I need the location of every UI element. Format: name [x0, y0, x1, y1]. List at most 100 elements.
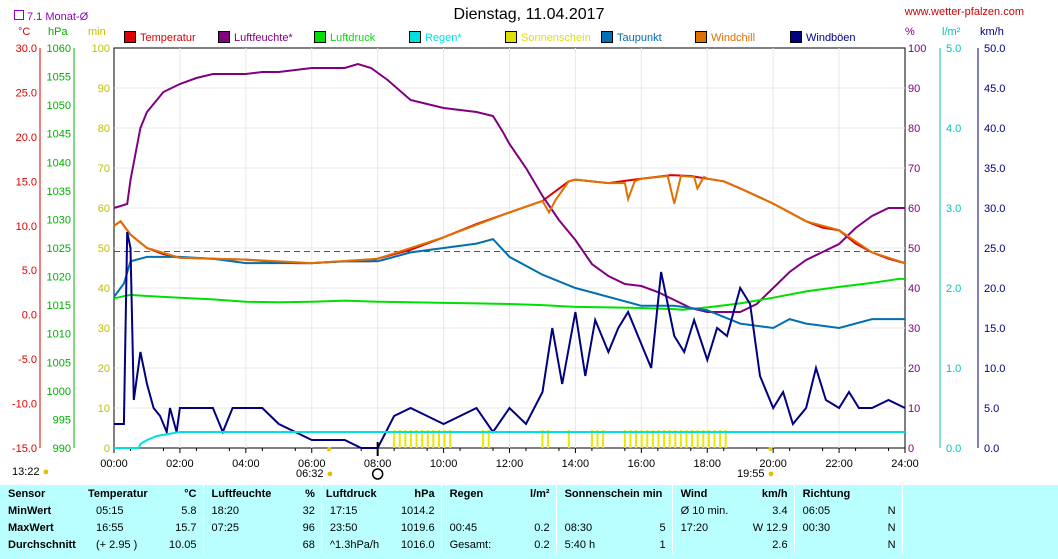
unit-percent: % — [905, 26, 915, 38]
humidity_pct-tick-label: 20 — [908, 363, 920, 375]
x-tick-label: 18:00 — [693, 458, 721, 470]
stats-cell — [503, 502, 556, 519]
pressure_hpa-tick-label: 995 — [53, 414, 71, 426]
avg-marker-icon — [14, 10, 24, 20]
stats-cell — [671, 536, 741, 553]
stats-cell: 07:25 — [202, 519, 272, 536]
stats-cell: 00:30 — [793, 519, 863, 536]
month-avg-note: 7.1 Monat-Ø — [14, 10, 88, 23]
x-tick-label: 02:00 — [166, 458, 194, 470]
sun_min-tick-label: 70 — [98, 163, 110, 175]
stats-header: Luftdruck — [320, 485, 380, 502]
stats-row: MaxWert 16:55 15.7 07:25 96 23:50 1019.6 00:45 0… — [0, 519, 1033, 536]
stats-cell: 96 — [302, 521, 315, 534]
stats-header: Richtung — [793, 485, 903, 502]
stats-cell: 5 — [659, 521, 666, 534]
x-tick-label: 04:00 — [232, 458, 260, 470]
stats-cell: Ø 10 min. — [671, 502, 741, 519]
sunset-label: 19:55 ● — [737, 468, 775, 480]
stats-cell: 18:20 — [202, 502, 272, 519]
temp_c-tick-label: 20.0 — [16, 132, 37, 144]
legend-label: Luftfeuchte* — [234, 32, 293, 44]
sun_min-tick-label: 80 — [98, 123, 110, 135]
humidity_pct-tick-label: 40 — [908, 283, 920, 295]
stats-row: Durchschnitt (+ 2.95 ) 10.05 68 ^1.3hPa/h 101… — [0, 536, 1033, 553]
unit-rain: l/m² — [942, 26, 961, 38]
wind_kmh-tick-label: 15.0 — [984, 323, 1005, 335]
stats-cell: 10.05 — [168, 538, 197, 551]
x-tick-label: 00:00 — [100, 458, 128, 470]
stats-cell: Durchschnitt — [8, 538, 76, 551]
sun_min-tick-label: 90 — [98, 83, 110, 95]
stats-body: MinWert 05:15 5.8 18:20 32 17:15 1014.2 Ø 10 mi… — [0, 502, 1033, 553]
pressure_hpa-tick-label: 1045 — [47, 129, 71, 141]
stats-cell: 1019.6 — [400, 521, 435, 534]
pressure_hpa-tick-label: 1030 — [47, 214, 71, 226]
stats-cell — [555, 502, 620, 519]
legend-label: Sonnenschein — [521, 32, 591, 44]
sun_min-tick-label: 40 — [98, 283, 110, 295]
legend-label: Taupunkt — [617, 32, 662, 44]
x-tick-label: 14:00 — [562, 458, 590, 470]
stats-cell: (+ 2.95 ) — [96, 538, 138, 551]
humidity_pct-tick-label: 0 — [908, 443, 914, 455]
stats-cell: 68 — [302, 538, 315, 551]
pressure_hpa-tick-label: 1035 — [47, 186, 71, 198]
pressure_hpa-tick-label: 1000 — [47, 386, 71, 398]
temp_c-tick-label: -10.0 — [12, 399, 37, 411]
stats-cell: 17:20 — [671, 519, 741, 536]
legend-item: Temperatur — [124, 31, 196, 45]
temp_c-tick-label: -15.0 — [12, 443, 37, 455]
legend-swatch — [601, 31, 613, 43]
stats-header: °C — [184, 487, 197, 500]
stats-header-row: Sensor Temperatur °C Luftfeuchte % Luftd… — [0, 485, 1033, 502]
pressure_hpa-tick-label: 1060 — [47, 43, 71, 55]
sun_min-tick-label: 100 — [92, 43, 110, 55]
legend-item: Taupunkt — [601, 31, 662, 45]
legend-label: Temperatur — [140, 32, 196, 44]
legend-item: Regen* — [409, 31, 462, 45]
stats-header: Temperatur — [88, 487, 148, 500]
stats-cell: N — [887, 538, 896, 551]
temp_c-tick-label: 0.0 — [22, 310, 37, 322]
wind_kmh-tick-label: 0.0 — [984, 443, 999, 455]
sun-icon: ● — [764, 468, 775, 480]
temp_c-tick-label: 5.0 — [22, 265, 37, 277]
sun-marker — [327, 447, 332, 451]
temp_c-tick-label: -5.0 — [18, 354, 37, 366]
sun-marker — [768, 447, 773, 451]
legend-item: Luftfeuchte* — [218, 31, 293, 45]
stats-cell: 06:05 — [793, 502, 863, 519]
stats-cell — [619, 502, 672, 519]
rain_lm2-tick-label: 0.0 — [946, 443, 961, 455]
sun_min-tick-label: 20 — [98, 363, 110, 375]
stats-header: hPa — [414, 487, 435, 500]
stats-cell: 0.2 — [534, 521, 550, 534]
humidity_pct-tick-label: 70 — [908, 163, 920, 175]
weather-chart: 30.0 25.0 20.0 15.0 10.0 5.0 0.0 -5.0 -10.0 -15.0… — [12, 43, 1005, 480]
stats-cell: N — [887, 504, 896, 517]
wind_kmh-tick-label: 35.0 — [984, 163, 1005, 175]
stats-cell: MinWert — [8, 504, 52, 517]
site-link[interactable]: www.wetter-pfalzen.com — [904, 6, 1024, 18]
stats-cell: 17:15 — [320, 502, 380, 519]
sun_min-tick-label: 0 — [104, 443, 110, 455]
stats-header: Wind — [671, 485, 741, 502]
wind_kmh-tick-label: 5.0 — [984, 403, 999, 415]
stats-cell: ^1.3hPa/h — [320, 536, 380, 553]
stats-cell: 05:15 — [96, 504, 124, 517]
pressure_hpa-tick-label: 1005 — [47, 357, 71, 369]
pressure_hpa-tick-label: 1015 — [47, 300, 71, 312]
legend-swatch — [790, 31, 802, 43]
sun_min-tick-label: 30 — [98, 323, 110, 335]
stats-cell: 2.6 — [772, 538, 788, 551]
wind_kmh-tick-label: 10.0 — [984, 363, 1005, 375]
stats-cell: 1016.0 — [400, 538, 435, 551]
sunrise-label: 06:32 ● — [296, 468, 334, 480]
legend-swatch — [218, 31, 230, 43]
humidity_pct-tick-label: 60 — [908, 203, 920, 215]
humidity_pct-tick-label: 10 — [908, 403, 920, 415]
humidity_pct-tick-label: 80 — [908, 123, 920, 135]
legend-swatch — [409, 31, 421, 43]
series-luftfeuchte — [113, 62, 905, 313]
